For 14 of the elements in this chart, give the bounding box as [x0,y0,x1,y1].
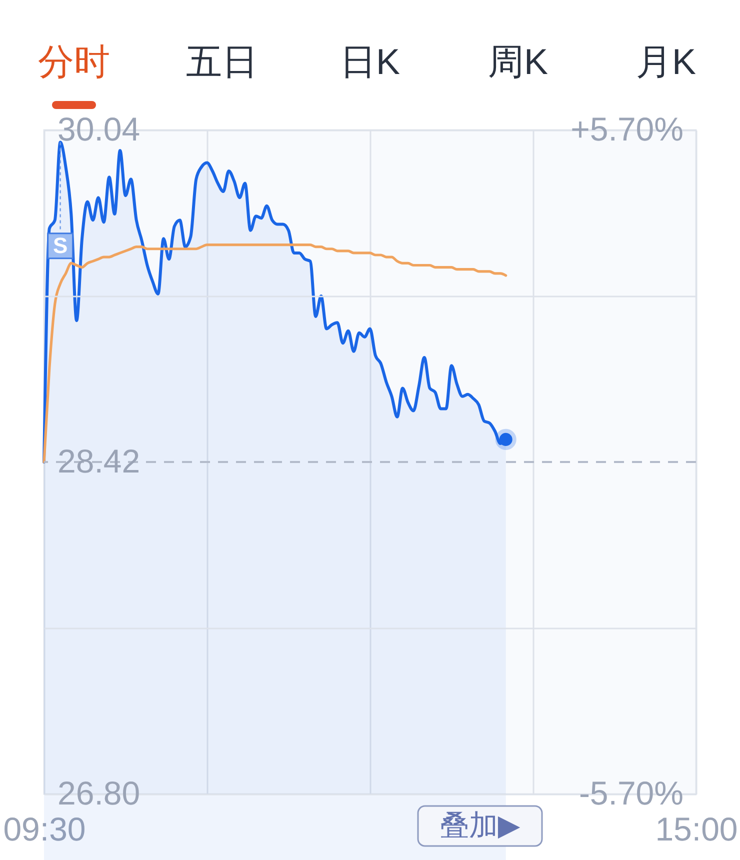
y-tick-label: 28.42 [58,442,140,480]
y-tick-label: 30.04 [58,110,140,148]
text: 分时 [38,41,110,82]
x-tick-label: 15:00 [655,810,738,848]
annotation: S [52,232,68,258]
text: 周K [488,41,548,82]
x-tick-label: 09:30 [3,810,86,848]
text: 日K [340,41,400,82]
text: 月K [636,41,696,82]
y2-tick-label: +5.70% [570,110,684,148]
y2-tick-label: -5.70% [578,774,684,812]
y-tick-label: 26.80 [58,774,140,812]
text: 五日 [186,41,258,82]
text: 叠加▶ [440,810,521,842]
